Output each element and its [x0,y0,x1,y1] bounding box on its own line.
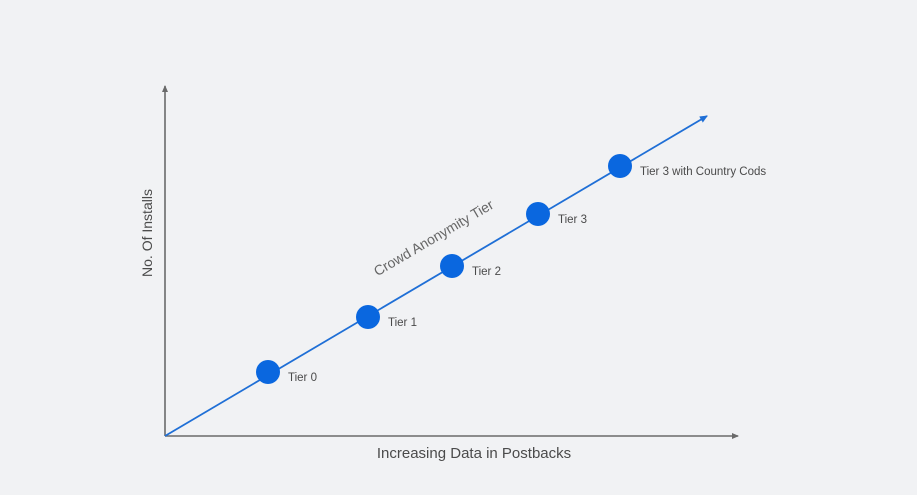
x-axis-label: Increasing Data in Postbacks [377,445,571,462]
tier-label-1: Tier 1 [388,317,417,329]
tier-point-3 [526,202,550,226]
tier-point-4 [608,154,632,178]
tier-point-2 [440,254,464,278]
tier-points: Tier 0 Tier 1 Tier 2 Tier 3 Tier 3 with Coun… [256,154,766,384]
tier-label-4: Tier 3 with Country Cods [640,166,766,178]
y-axis-label: No. Of Installs [139,189,155,277]
tier-point-0 [256,360,280,384]
tier-label-0: Tier 0 [288,372,317,384]
tier-label-2: Tier 2 [472,266,501,278]
tier-point-1 [356,305,380,329]
tier-label-3: Tier 3 [558,214,587,226]
